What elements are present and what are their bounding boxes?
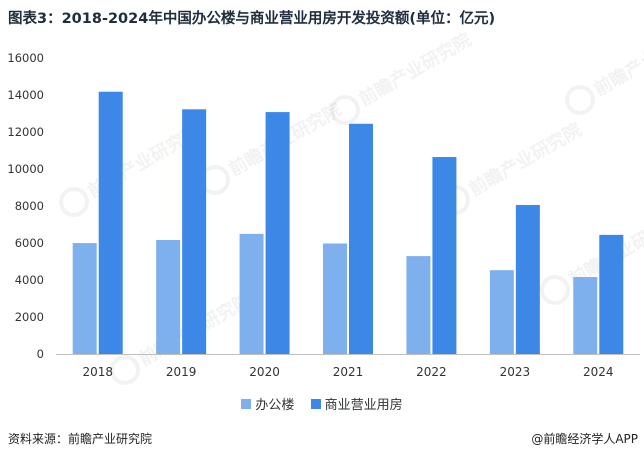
footer: 资料来源：前瞻产业研究院 @前瞻经济学人APP: [0, 430, 644, 450]
bar-office-2018: [72, 243, 97, 354]
watermark-text: 前瞻产业研究院: [465, 118, 585, 200]
legend-item-office: 办公楼: [241, 394, 294, 413]
bar-office-2021: [323, 243, 347, 354]
y-tick-label: 10000: [7, 162, 44, 176]
x-tick-label: 2022: [416, 365, 447, 379]
watermark-text: 前瞻产业研究院: [590, 30, 644, 101]
legend-swatch-commercial: [310, 398, 321, 409]
credit-note: @前瞻经济学人APP: [531, 432, 638, 446]
y-tick-label: 8000: [15, 199, 44, 213]
legend-label-office: 办公楼: [255, 398, 295, 413]
bar-commercial-2021: [349, 123, 373, 354]
y-tick-label: 14000: [7, 88, 44, 102]
source-note: 资料来源：前瞻产业研究院: [8, 432, 153, 446]
y-tick-label: 6000: [15, 236, 44, 250]
y-tick-label: 12000: [7, 125, 44, 139]
legend: 办公楼 商业营业用房: [0, 394, 644, 413]
y-tick-label: 0: [37, 347, 44, 361]
watermark-logo: 前瞻产业研究院: [565, 30, 644, 115]
bar-office-2020: [239, 233, 264, 354]
bar-office-2022: [406, 256, 431, 354]
x-tick-label: 2020: [249, 365, 280, 379]
legend-label-commercial: 商业营业用房: [324, 398, 403, 413]
watermark-logo: 前瞻产业研究院: [440, 118, 585, 215]
legend-item-commercial: 商业营业用房: [310, 394, 403, 413]
watermark-logo: 前瞻产业研究院: [330, 30, 475, 125]
bar-office-2023: [489, 270, 514, 354]
x-tick-label: 2019: [166, 365, 197, 379]
x-tick-label: 2024: [583, 365, 614, 379]
bars: [72, 91, 624, 355]
bar-commercial-2018: [98, 91, 123, 354]
watermark-text: 前瞻产业研究院: [355, 30, 475, 111]
bar-commercial-2023: [515, 204, 540, 354]
y-tick-label: 16000: [7, 51, 44, 65]
y-tick-label: 2000: [15, 310, 44, 324]
y-axis: 0 2000 4000 6000 8000 10000 12000 14000 16000: [7, 51, 44, 361]
bar-commercial-2022: [432, 157, 457, 354]
bar-office-2024: [573, 277, 598, 354]
bar-commercial-2019: [182, 109, 207, 354]
bar-office-2019: [156, 239, 181, 354]
bar-commercial-2020: [265, 112, 290, 355]
x-tick-label: 2023: [500, 365, 531, 379]
x-tick-label: 2018: [82, 365, 113, 379]
x-axis: 2018 2019 2020 2021 2022 2023 2024: [56, 354, 640, 379]
x-tick-label: 2021: [333, 365, 364, 379]
y-tick-label: 4000: [15, 273, 44, 287]
bar-commercial-2024: [599, 234, 624, 354]
chart-title: 图表3：2018-2024年中国办公楼与商业营业用房开发投资额(单位：亿元): [8, 11, 496, 27]
bar-chart: 前瞻产业研究院前瞻产业研究院前瞻产业研究院前瞻产业研究院前瞻产业研究院前瞻产业研…: [7, 30, 644, 385]
legend-swatch-office: [241, 398, 252, 409]
